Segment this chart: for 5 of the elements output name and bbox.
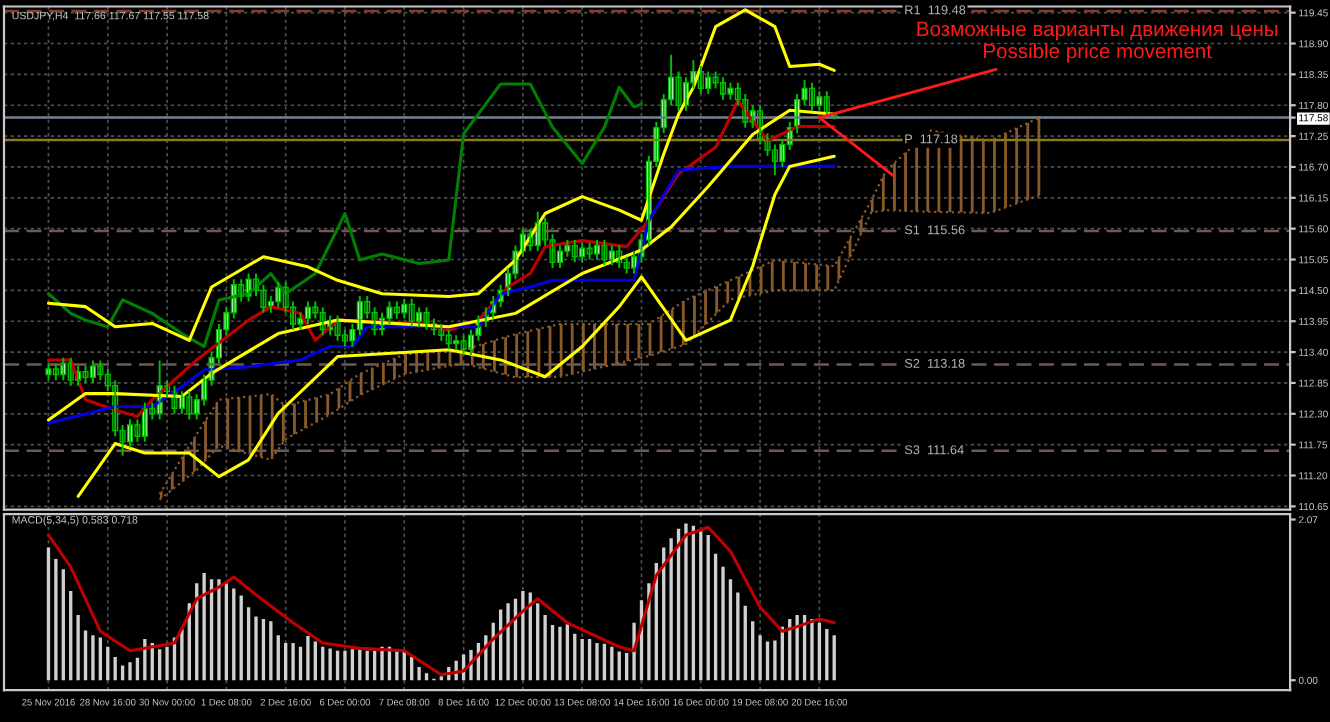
line-series xyxy=(76,154,836,498)
line-series xyxy=(46,525,836,677)
candlestick xyxy=(423,306,430,331)
annotation: Возможные варианты движения цены Possible price movement xyxy=(917,21,1278,63)
line-series xyxy=(46,82,644,349)
